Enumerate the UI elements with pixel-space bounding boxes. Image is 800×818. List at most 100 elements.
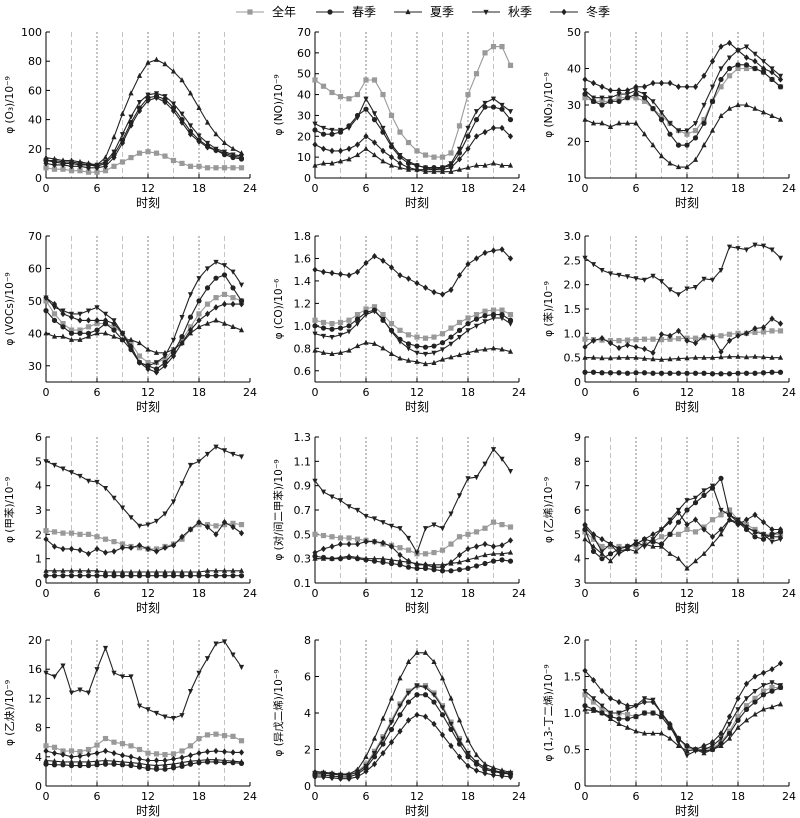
data-point bbox=[94, 317, 100, 324]
data-point bbox=[405, 658, 412, 664]
data-point bbox=[439, 331, 446, 337]
data-point bbox=[337, 540, 344, 548]
data-point bbox=[616, 91, 622, 98]
data-point bbox=[641, 98, 648, 104]
y-tick-label: 20 bbox=[567, 136, 581, 149]
data-point bbox=[599, 709, 605, 716]
data-point bbox=[701, 102, 707, 109]
y-tick-label: 40 bbox=[28, 327, 42, 340]
data-point bbox=[760, 688, 767, 694]
data-point bbox=[735, 65, 741, 72]
data-point bbox=[196, 104, 202, 111]
series-4 bbox=[312, 309, 514, 358]
data-point bbox=[769, 68, 775, 76]
data-point bbox=[213, 567, 219, 573]
data-point bbox=[465, 164, 471, 170]
data-point bbox=[145, 761, 151, 767]
series-1 bbox=[43, 149, 245, 175]
data-point bbox=[743, 524, 750, 531]
data-point bbox=[431, 549, 437, 556]
panel-5: 0.6 0.8 1.0 1.2 1.4 1.6 1.8 0 6 12 18 24 时刻 φ (CO)/10… bbox=[273, 230, 526, 414]
data-point bbox=[616, 551, 622, 557]
data-point bbox=[371, 340, 378, 346]
data-point bbox=[77, 573, 83, 579]
data-point bbox=[684, 565, 690, 571]
data-point bbox=[346, 125, 352, 132]
y-tick-label: 60 bbox=[297, 47, 311, 60]
data-point bbox=[136, 568, 143, 575]
data-point bbox=[43, 459, 49, 465]
y-tick-label: 50 bbox=[297, 68, 311, 81]
legend-label: 秋季 bbox=[508, 5, 532, 19]
data-point bbox=[769, 688, 775, 694]
data-point bbox=[187, 689, 194, 695]
data-point bbox=[448, 325, 454, 331]
data-point bbox=[667, 160, 673, 166]
data-point bbox=[752, 242, 758, 248]
series-line bbox=[314, 342, 511, 365]
data-point bbox=[641, 345, 648, 353]
series-line bbox=[315, 714, 511, 780]
data-point bbox=[624, 716, 631, 722]
data-point bbox=[473, 323, 480, 329]
data-point bbox=[405, 547, 412, 553]
x-tick-label: 6 bbox=[633, 587, 640, 600]
data-point bbox=[607, 95, 614, 101]
data-point bbox=[709, 533, 716, 540]
legend-item: 冬季 bbox=[550, 4, 610, 19]
data-point bbox=[111, 758, 117, 764]
data-point bbox=[380, 736, 386, 742]
data-point bbox=[77, 336, 83, 342]
data-point bbox=[43, 165, 49, 171]
data-point bbox=[769, 369, 775, 375]
y-tick-label: 1.0 bbox=[294, 320, 312, 333]
y-tick-label: 0.5 bbox=[294, 528, 312, 541]
data-point bbox=[692, 354, 699, 360]
data-point bbox=[43, 761, 49, 767]
data-point bbox=[51, 305, 58, 311]
data-point bbox=[136, 760, 143, 766]
data-point bbox=[490, 550, 497, 556]
y-tick-label: 6 bbox=[304, 671, 311, 684]
data-point bbox=[187, 526, 194, 533]
y-tick-label: 9 bbox=[574, 431, 581, 444]
series-line bbox=[314, 248, 511, 295]
x-tick-label: 18 bbox=[192, 182, 206, 195]
data-point bbox=[641, 710, 648, 716]
data-point bbox=[624, 370, 631, 376]
data-point bbox=[777, 537, 784, 543]
data-point bbox=[448, 541, 454, 547]
data-point bbox=[354, 316, 361, 322]
data-point bbox=[684, 370, 690, 376]
data-point bbox=[701, 550, 707, 556]
y-tick-label: 20 bbox=[297, 130, 311, 143]
data-point bbox=[701, 370, 707, 376]
data-point bbox=[701, 117, 707, 123]
data-point bbox=[777, 683, 784, 689]
data-point bbox=[650, 698, 656, 706]
data-point bbox=[769, 533, 775, 539]
data-point bbox=[726, 105, 733, 111]
data-point bbox=[760, 65, 767, 72]
data-point bbox=[769, 354, 775, 360]
data-point bbox=[60, 161, 66, 169]
y-tick-label: 0 bbox=[35, 577, 42, 590]
data-point bbox=[507, 348, 514, 354]
data-point bbox=[718, 507, 724, 514]
data-point bbox=[363, 77, 369, 83]
data-point bbox=[162, 511, 168, 517]
data-point bbox=[431, 359, 437, 366]
data-point bbox=[726, 331, 733, 337]
x-axis-label: 时刻 bbox=[136, 601, 160, 615]
data-point bbox=[709, 746, 716, 752]
y-tick-label: 1 bbox=[35, 553, 42, 566]
y-tick-label: 0.5 bbox=[564, 744, 582, 757]
data-point bbox=[320, 160, 327, 166]
data-point bbox=[482, 461, 488, 467]
data-point bbox=[726, 73, 733, 79]
series-4 bbox=[582, 680, 784, 759]
data-point bbox=[641, 91, 648, 98]
data-point bbox=[709, 58, 716, 65]
data-point bbox=[111, 154, 117, 161]
data-point bbox=[490, 247, 497, 254]
